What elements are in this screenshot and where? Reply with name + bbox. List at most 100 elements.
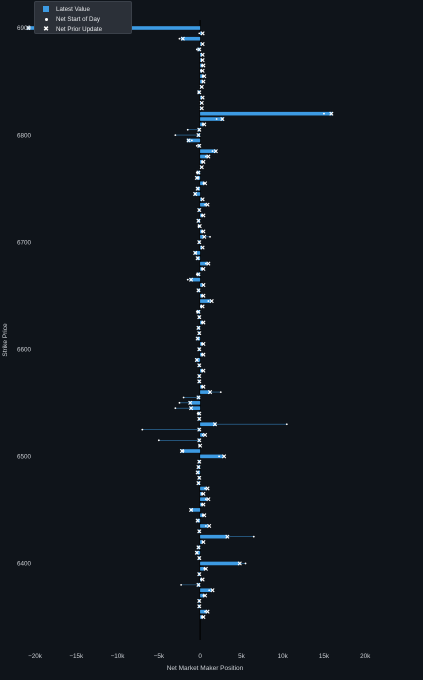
net-prior-update-marker	[201, 502, 206, 507]
net-prior-update-marker	[202, 234, 207, 239]
latest-value-bar	[195, 550, 201, 555]
x-tick-label: −5k	[154, 653, 165, 660]
net-start-of-day-dot	[195, 144, 198, 147]
net-start-of-day-dot	[204, 155, 207, 158]
net-prior-update-marker	[201, 293, 206, 298]
net-start-of-day-dot	[209, 235, 211, 238]
net-prior-update-marker	[196, 288, 201, 293]
legend-item-latest-value[interactable]: Latest Value	[41, 4, 125, 14]
latest-value-bar	[200, 561, 240, 566]
net-prior-update-marker	[195, 256, 200, 261]
net-prior-update-marker	[201, 341, 206, 347]
net-prior-update-marker	[200, 58, 205, 63]
legend-item-net-prior-update[interactable]: ✖ Net Prior Update	[41, 24, 125, 34]
net-prior-update-marker	[197, 143, 202, 148]
y-tick-label: 6900	[17, 25, 32, 32]
net-prior-update-marker	[210, 588, 215, 593]
x-tick-label: −20k	[28, 653, 43, 660]
net-prior-update-marker	[196, 133, 201, 138]
latest-value-bar	[186, 138, 201, 143]
latest-value-bar	[200, 283, 203, 287]
net-prior-update-marker	[194, 550, 199, 555]
x-tick-label: 15k	[319, 653, 330, 660]
net-prior-update-marker	[196, 170, 201, 175]
net-prior-update-marker	[197, 604, 202, 609]
legend-label: Net Prior Update	[56, 25, 103, 33]
net-prior-update-marker	[197, 207, 202, 213]
net-start-of-day-dot	[182, 396, 185, 399]
net-prior-update-marker	[197, 127, 202, 132]
y-tick-label: 6500	[17, 454, 32, 461]
net-prior-update-marker	[200, 41, 205, 47]
x-tick-label: 0	[198, 653, 202, 660]
net-prior-update-marker	[193, 250, 198, 255]
y-tick-label: 6600	[17, 346, 32, 353]
latest-value-bar	[200, 154, 208, 159]
x-tick-label: 10k	[278, 653, 289, 660]
net-prior-update-marker	[196, 272, 201, 277]
net-prior-update-marker	[199, 106, 204, 111]
y-tick-label: 6700	[17, 239, 32, 246]
markers-layer	[26, 25, 334, 620]
net-prior-update-marker	[201, 63, 206, 68]
net-prior-update-marker	[196, 464, 201, 470]
net-start-of-day-dot	[219, 391, 222, 394]
latest-value-bar	[200, 85, 201, 89]
latest-value-bar	[200, 197, 202, 202]
net-prior-update-marker	[200, 95, 205, 100]
net-prior-update-marker	[199, 100, 204, 106]
net-start-of-day-dot	[204, 487, 206, 490]
latest-value-bar	[200, 534, 228, 539]
net-prior-update-marker	[201, 266, 206, 272]
latest-value-bar	[200, 486, 207, 491]
y-tick-label: 6800	[17, 132, 32, 139]
net-prior-update-marker	[200, 245, 205, 250]
net-prior-update-marker	[206, 154, 211, 159]
net-prior-update-marker	[197, 373, 202, 379]
net-prior-update-marker	[207, 523, 212, 529]
net-start-of-day-dot	[252, 535, 255, 538]
net-prior-update-marker	[202, 593, 208, 598]
legend-item-net-start-of-day[interactable]: Net Start of Day	[41, 14, 125, 24]
net-prior-update-marker	[188, 406, 194, 411]
net-prior-update-marker	[237, 561, 242, 566]
latest-value-bar	[200, 567, 206, 571]
net-prior-update-marker	[205, 609, 210, 614]
net-prior-update-marker	[197, 411, 202, 416]
latest-value-bar	[190, 406, 201, 410]
y-axis-label: Strike Price	[2, 323, 9, 357]
net-prior-update-marker	[188, 507, 194, 512]
square-swatch-icon	[41, 6, 51, 12]
net-start-of-day-dot	[180, 583, 183, 586]
net-prior-update-marker	[201, 213, 206, 218]
x-tick-label: 5k	[238, 653, 246, 660]
net-start-of-day-dot	[178, 37, 181, 40]
latest-value-bar	[200, 245, 202, 250]
net-prior-update-marker	[197, 47, 202, 52]
net-prior-update-marker	[196, 309, 201, 314]
net-prior-update-marker	[329, 111, 334, 116]
latest-value-bar	[200, 149, 216, 153]
latest-value-bar	[195, 358, 201, 362]
x-tick-label: 20k	[360, 653, 371, 660]
latest-value-bar	[200, 588, 212, 593]
net-prior-update-marker	[206, 261, 211, 266]
net-prior-update-marker	[201, 229, 206, 234]
net-start-of-day-dot	[208, 589, 211, 592]
latest-value-bar	[200, 299, 211, 303]
latest-value-bar	[200, 235, 204, 239]
net-prior-update-marker	[197, 224, 202, 229]
net-start-of-day-dot	[190, 139, 193, 142]
net-prior-update-marker	[201, 79, 206, 84]
x-axis-ticks: −20k −15k −10k −5k 0 5k 10k 15k 20k	[28, 653, 371, 660]
latest-value-bar	[200, 79, 203, 84]
net-prior-update-marker	[197, 556, 202, 561]
net-prior-update-marker	[200, 31, 205, 36]
latest-value-bar	[200, 95, 202, 100]
net-start-of-day-dot	[211, 150, 214, 153]
net-prior-update-marker	[201, 282, 206, 288]
latest-value-bar	[200, 181, 205, 186]
latest-value-bar	[194, 192, 201, 196]
legend[interactable]: Latest Value Net Start of Day ✖ Net Prio…	[34, 1, 132, 34]
net-prior-update-marker	[197, 416, 202, 421]
